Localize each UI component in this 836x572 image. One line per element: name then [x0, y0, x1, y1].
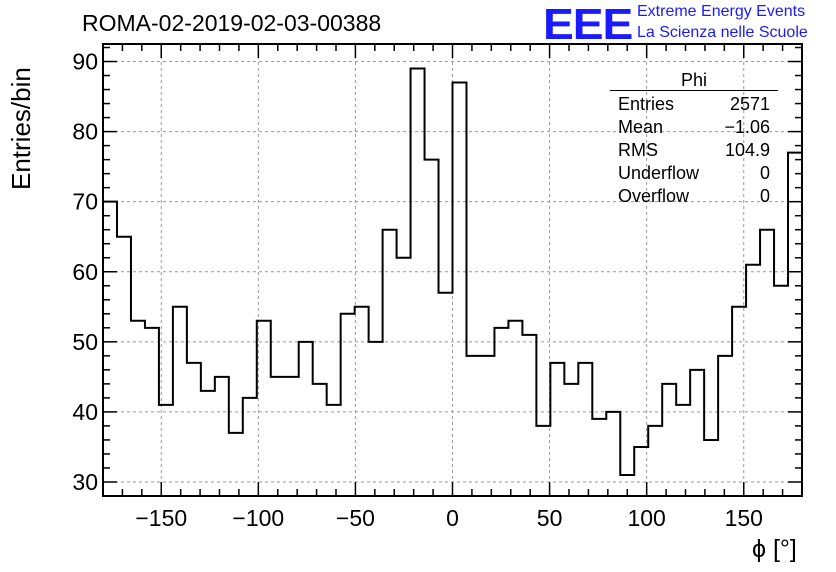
- stats-label: Entries: [618, 94, 675, 114]
- histogram-bin: [578, 363, 592, 496]
- histogram-bin: [760, 230, 774, 496]
- stats-box: Phi Entries 2571 Mean −1.06 RMS 104.9 Un…: [610, 70, 778, 208]
- histogram-bin: [313, 384, 327, 496]
- x-tick-label: 50: [537, 505, 563, 531]
- histogram-bin: [257, 321, 271, 496]
- y-axis-label: Entries/bin: [6, 67, 36, 190]
- histogram-bin: [774, 286, 788, 496]
- histogram-bin: [173, 307, 187, 496]
- histogram-bin: [299, 342, 313, 496]
- histogram-bin: [466, 356, 480, 496]
- histogram-bin: [746, 265, 760, 496]
- eee-logo: EEE: [543, 0, 633, 49]
- histogram-bin: [425, 160, 439, 496]
- histogram-bin: [285, 377, 299, 496]
- histogram-bin: [564, 384, 578, 496]
- histogram-bin: [453, 83, 467, 496]
- y-tick-label: 80: [72, 119, 98, 145]
- histogram-bin: [187, 363, 201, 496]
- chart-title: ROMA-02-2019-02-03-00388: [82, 10, 382, 36]
- histogram-bin: [397, 258, 411, 496]
- histogram-bin: [662, 384, 676, 496]
- histogram-bin: [676, 405, 690, 496]
- histogram-bin: [201, 391, 215, 496]
- histogram-bin: [592, 419, 606, 496]
- histogram-bin: [411, 69, 425, 496]
- x-tick-label: 0: [446, 505, 459, 531]
- histogram-bin: [383, 230, 397, 496]
- histogram-bin: [229, 433, 243, 496]
- stats-label: Overflow: [618, 186, 690, 206]
- x-tick-label: 100: [627, 505, 665, 531]
- histogram-bin: [117, 237, 131, 496]
- stats-row-underflow: Underflow 0: [610, 162, 778, 185]
- stats-row-entries: Entries 2571: [610, 93, 778, 116]
- histogram-bin: [718, 356, 732, 496]
- histogram-bin: [369, 342, 383, 496]
- stats-value: 0: [759, 163, 770, 183]
- x-tick-label: −150: [135, 505, 187, 531]
- logo-text-line1: Extreme Energy Events: [637, 3, 806, 20]
- stats-value: 0: [759, 186, 770, 206]
- histogram-bin: [341, 314, 355, 496]
- histogram-bin: [355, 307, 369, 496]
- stats-row-mean: Mean −1.06: [610, 116, 778, 139]
- x-tick-label: 150: [725, 505, 763, 531]
- x-tick-label: −50: [336, 505, 375, 531]
- y-tick-label: 90: [72, 49, 98, 75]
- stats-label: RMS: [618, 140, 658, 160]
- histogram-bin: [522, 335, 536, 496]
- histogram-bin: [494, 328, 508, 496]
- x-axis-label: ϕ [°]: [752, 535, 797, 563]
- y-tick-label: 60: [72, 259, 98, 285]
- x-tick-label: −100: [232, 505, 284, 531]
- stats-label: Underflow: [618, 163, 700, 183]
- y-tick-label: 50: [72, 329, 98, 355]
- y-axis-label-wrap: Entries/bin: [6, 67, 37, 190]
- stats-label: Mean: [618, 117, 664, 137]
- histogram-bin: [480, 356, 494, 496]
- histogram-bin: [145, 328, 159, 496]
- stats-divider: [610, 90, 778, 91]
- stats-value: 104.9: [724, 140, 770, 160]
- histogram-bin: [606, 412, 620, 496]
- histogram-bin: [550, 363, 564, 496]
- histogram-bin: [131, 321, 145, 496]
- histogram-bin: [508, 321, 522, 496]
- stats-value: −1.06: [724, 117, 770, 137]
- stats-value: 2571: [729, 94, 770, 114]
- histogram-bin: [439, 293, 453, 496]
- histogram-bin: [103, 202, 117, 496]
- stats-title: Phi: [680, 70, 707, 90]
- histogram-bin: [690, 370, 704, 496]
- y-tick-label: 40: [72, 399, 98, 425]
- y-tick-label: 30: [72, 469, 98, 495]
- histogram-bin: [648, 426, 662, 496]
- histogram-bin: [704, 440, 718, 496]
- histogram-bin: [732, 307, 746, 496]
- histogram-outline: [103, 67, 802, 476]
- histogram-bin: [788, 153, 802, 496]
- stats-row-overflow: Overflow 0: [610, 185, 778, 208]
- histogram-bin: [215, 377, 229, 496]
- y-tick-label: 70: [72, 189, 98, 215]
- histogram-bin: [327, 405, 341, 496]
- histogram-bin: [271, 377, 285, 496]
- logo-text-line2: La Scienza nelle Scuole: [637, 24, 808, 41]
- histogram-bin: [536, 426, 550, 496]
- stats-row-rms: RMS 104.9: [610, 139, 778, 162]
- histogram-bin: [243, 398, 257, 496]
